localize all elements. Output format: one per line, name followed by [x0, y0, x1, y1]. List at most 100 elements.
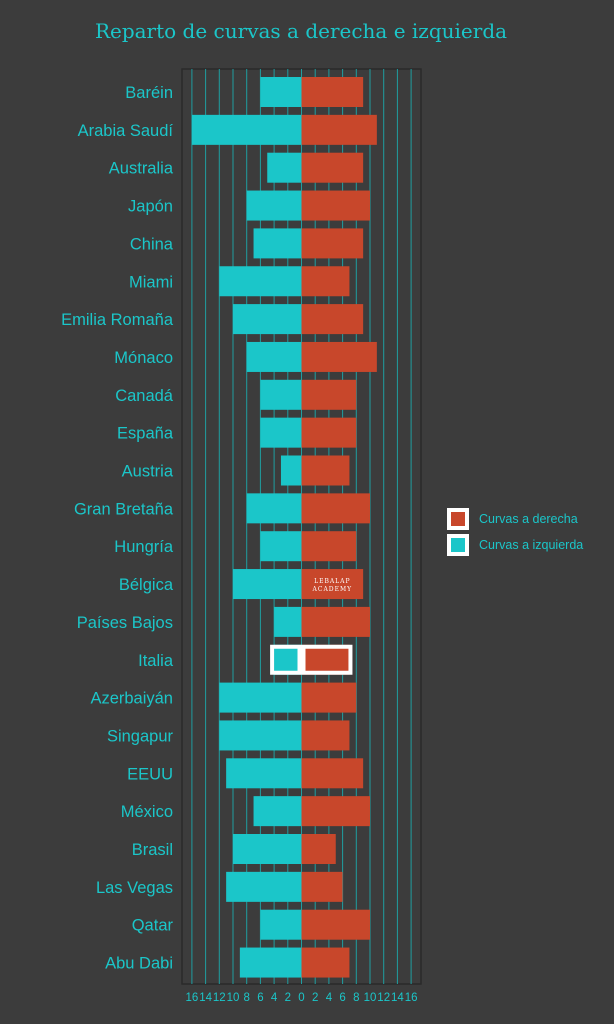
category-label: China	[130, 235, 174, 253]
category-label: Países Bajos	[77, 614, 173, 632]
legend-label: Curvas a derecha	[479, 512, 578, 526]
x-tick-label: 16	[186, 992, 199, 1004]
bar-left	[253, 796, 302, 827]
x-axis-ticks: 16 14 12 10 8 6 4 2 0 2 4 6 8 10 12 14 16	[186, 992, 418, 1004]
x-tick-label: 2	[285, 992, 291, 1004]
bar-right	[301, 720, 350, 751]
category-label: Arabia Saudí	[78, 122, 174, 140]
category-label: Miami	[129, 273, 173, 291]
bar-right	[301, 606, 370, 637]
x-tick-label: 16	[405, 992, 418, 1004]
x-tick-label: 12	[377, 992, 390, 1004]
watermark-text: LEBALAP	[314, 578, 350, 585]
bar-left	[274, 606, 302, 637]
x-tick-label: 8	[243, 992, 249, 1004]
category-label: Azerbaiyán	[90, 690, 173, 708]
category-label: Japón	[128, 198, 173, 216]
chart-title: Reparto de curvas a derecha e izquierda	[95, 19, 507, 43]
bar-right	[301, 947, 350, 978]
bar-right	[301, 77, 364, 107]
legend-swatch	[451, 538, 465, 552]
category-label: Singapur	[107, 727, 174, 745]
bar-left	[191, 114, 302, 145]
category-labels: Baréin Arabia Saudí Australia Japón China Mia…	[61, 84, 174, 973]
bar-right	[301, 758, 364, 789]
watermark-text: ACADEMY	[312, 586, 353, 593]
bar-left	[260, 531, 302, 562]
bar-right	[301, 341, 377, 372]
bar-left	[274, 644, 302, 675]
category-label: Las Vegas	[96, 879, 173, 897]
category-label: EEUU	[127, 765, 173, 783]
category-label: Gran Bretaña	[74, 500, 174, 518]
category-label: Bélgica	[119, 576, 174, 594]
bar-right	[301, 304, 364, 335]
bar-right	[301, 114, 377, 145]
category-label: España	[117, 425, 174, 443]
bar-left	[246, 493, 302, 524]
category-label: Canadá	[115, 387, 174, 405]
bar-left	[219, 720, 302, 751]
x-tick-label: 4	[326, 992, 333, 1004]
bar-left	[226, 871, 302, 902]
bar-right	[301, 531, 357, 562]
bar-right	[301, 190, 370, 221]
bar-right	[301, 417, 357, 448]
grid	[181, 68, 422, 985]
bar-right	[301, 909, 370, 940]
bar-right	[301, 379, 357, 410]
bar-left	[260, 379, 302, 410]
legend-swatch	[451, 512, 465, 526]
bar-left	[260, 417, 302, 448]
bar-left	[253, 228, 302, 259]
category-label: Emilia Romaña	[61, 311, 174, 329]
category-label: Austria	[122, 463, 174, 481]
bar-left	[233, 569, 302, 600]
highlight-left	[270, 644, 302, 675]
x-tick-label: 14	[391, 992, 404, 1004]
x-tick-label: 6	[257, 992, 263, 1004]
bar-right	[301, 228, 364, 259]
bar-left	[246, 341, 302, 372]
category-label: Abu Dabi	[105, 955, 173, 973]
bar-right	[301, 871, 343, 902]
x-tick-label: 2	[312, 992, 318, 1004]
x-tick-label: 10	[227, 992, 240, 1004]
x-tick-label: 8	[353, 992, 359, 1004]
bar-left	[233, 834, 302, 864]
x-tick-label: 6	[339, 992, 345, 1004]
category-label: Australia	[109, 160, 174, 178]
bar-left	[219, 266, 302, 297]
x-tick-label: 0	[298, 992, 304, 1004]
x-tick-label: 14	[199, 992, 212, 1004]
bar-left	[233, 304, 302, 335]
bar-right	[301, 152, 364, 183]
bar-left	[219, 682, 302, 713]
category-label: Italia	[138, 652, 174, 670]
category-label: Baréin	[125, 84, 173, 102]
bar-right	[301, 644, 350, 675]
bar-left	[246, 190, 302, 221]
bar-right	[301, 493, 370, 524]
bar-left	[260, 909, 302, 940]
bar-left	[239, 947, 302, 978]
bar-right	[301, 834, 336, 864]
bar-left	[267, 152, 302, 183]
category-label: Brasil	[132, 841, 173, 859]
category-label: México	[121, 803, 173, 821]
bar-right	[301, 266, 350, 297]
bar-right	[301, 455, 350, 486]
category-label: Hungría	[114, 538, 174, 556]
legend-label: Curvas a izquierda	[479, 538, 583, 552]
bar-right	[301, 682, 357, 713]
bar-left	[226, 758, 302, 789]
bar-left	[260, 77, 302, 107]
highlight-right	[301, 644, 353, 675]
category-label: Mónaco	[114, 349, 173, 367]
x-tick-label: 12	[213, 992, 226, 1004]
x-tick-label: 10	[364, 992, 377, 1004]
category-label: Qatar	[132, 917, 174, 935]
